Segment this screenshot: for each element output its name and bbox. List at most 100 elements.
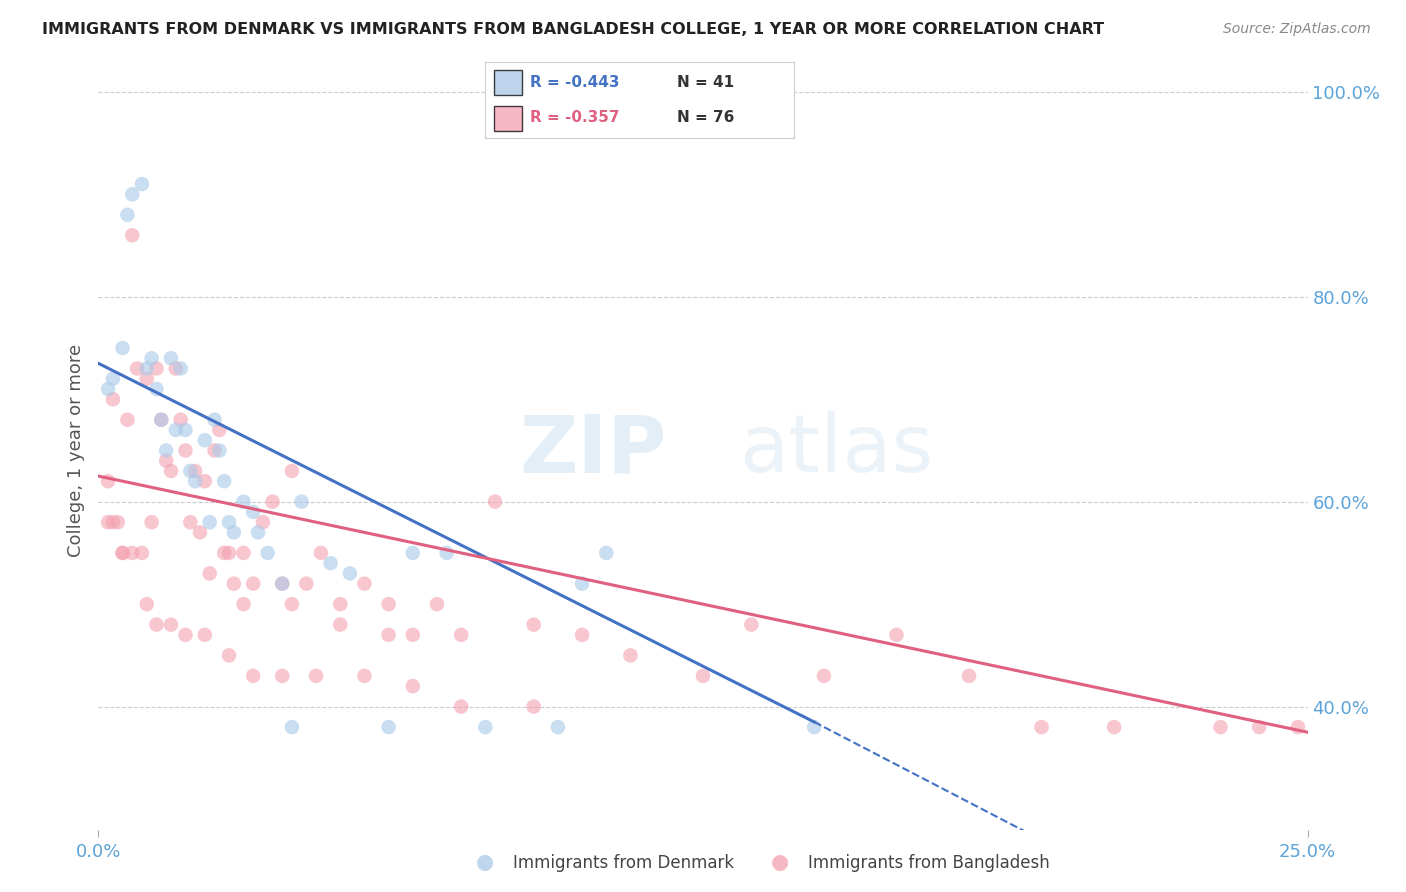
Point — [319, 556, 342, 570]
Point — [281, 720, 304, 734]
Point — [247, 525, 270, 540]
Text: Source: ZipAtlas.com: Source: ZipAtlas.com — [1223, 22, 1371, 37]
Text: N = 76: N = 76 — [676, 111, 734, 125]
Point — [131, 177, 153, 191]
Point — [141, 515, 163, 529]
Point — [127, 361, 149, 376]
Point — [204, 443, 226, 458]
Point — [232, 494, 254, 508]
Point — [339, 566, 361, 581]
Point — [1031, 720, 1053, 734]
Point — [295, 576, 318, 591]
Point — [208, 443, 231, 458]
Point — [97, 474, 120, 488]
Text: ZIP: ZIP — [519, 411, 666, 490]
Text: N = 41: N = 41 — [676, 76, 734, 90]
Point — [218, 515, 240, 529]
Point — [309, 546, 332, 560]
Point — [97, 515, 120, 529]
Point — [803, 720, 825, 734]
Point — [160, 351, 183, 366]
Point — [305, 669, 328, 683]
Point — [174, 628, 197, 642]
Point — [169, 413, 191, 427]
Point — [165, 361, 187, 376]
FancyBboxPatch shape — [495, 105, 522, 130]
Point — [150, 413, 173, 427]
Point — [232, 597, 254, 611]
Point — [155, 453, 177, 467]
Point — [121, 228, 143, 243]
Point — [450, 628, 472, 642]
Point — [1102, 720, 1125, 734]
Point — [194, 434, 217, 448]
Text: Immigrants from Denmark: Immigrants from Denmark — [513, 855, 734, 872]
Point — [692, 669, 714, 683]
Point — [523, 699, 546, 714]
Point — [150, 413, 173, 427]
Point — [218, 648, 240, 663]
Point — [121, 187, 143, 202]
Point — [107, 515, 129, 529]
Point — [204, 413, 226, 427]
Point — [174, 423, 197, 437]
Point — [547, 720, 569, 734]
Point — [426, 597, 449, 611]
Point — [242, 669, 264, 683]
Point — [252, 515, 274, 529]
Point — [101, 515, 124, 529]
Point — [184, 464, 207, 478]
Point — [450, 699, 472, 714]
Point — [1209, 720, 1232, 734]
Point — [179, 464, 201, 478]
Point — [353, 576, 375, 591]
Point — [886, 628, 908, 642]
Point — [198, 566, 221, 581]
Point — [242, 576, 264, 591]
Point — [160, 464, 183, 478]
Point — [117, 413, 139, 427]
Point — [101, 392, 124, 407]
Point — [290, 494, 312, 508]
Point — [484, 494, 506, 508]
Text: atlas: atlas — [740, 411, 934, 490]
Point — [402, 628, 425, 642]
Point — [271, 576, 294, 591]
Point — [595, 546, 617, 560]
Point — [135, 597, 157, 611]
Point — [222, 525, 245, 540]
Point — [957, 669, 980, 683]
Y-axis label: College, 1 year or more: College, 1 year or more — [66, 344, 84, 557]
Point — [402, 679, 425, 693]
Point — [271, 576, 294, 591]
Point — [571, 628, 593, 642]
Point — [377, 628, 399, 642]
Point — [436, 546, 458, 560]
Point — [377, 720, 399, 734]
Point — [281, 464, 304, 478]
Point — [222, 576, 245, 591]
Point — [256, 546, 278, 560]
Point — [571, 576, 593, 591]
Point — [740, 617, 762, 632]
Point — [212, 474, 235, 488]
Text: ●: ● — [477, 853, 494, 872]
Point — [208, 423, 231, 437]
Point — [179, 515, 201, 529]
Point — [97, 382, 120, 396]
Point — [474, 720, 496, 734]
Text: R = -0.357: R = -0.357 — [530, 111, 620, 125]
Point — [174, 443, 197, 458]
Text: ●: ● — [772, 853, 789, 872]
Point — [194, 628, 217, 642]
Point — [135, 372, 157, 386]
Point — [402, 546, 425, 560]
Point — [198, 515, 221, 529]
Point — [194, 474, 217, 488]
Point — [813, 669, 835, 683]
Point — [121, 546, 143, 560]
Text: R = -0.443: R = -0.443 — [530, 76, 620, 90]
Point — [165, 423, 187, 437]
Point — [111, 341, 134, 355]
Point — [271, 669, 294, 683]
